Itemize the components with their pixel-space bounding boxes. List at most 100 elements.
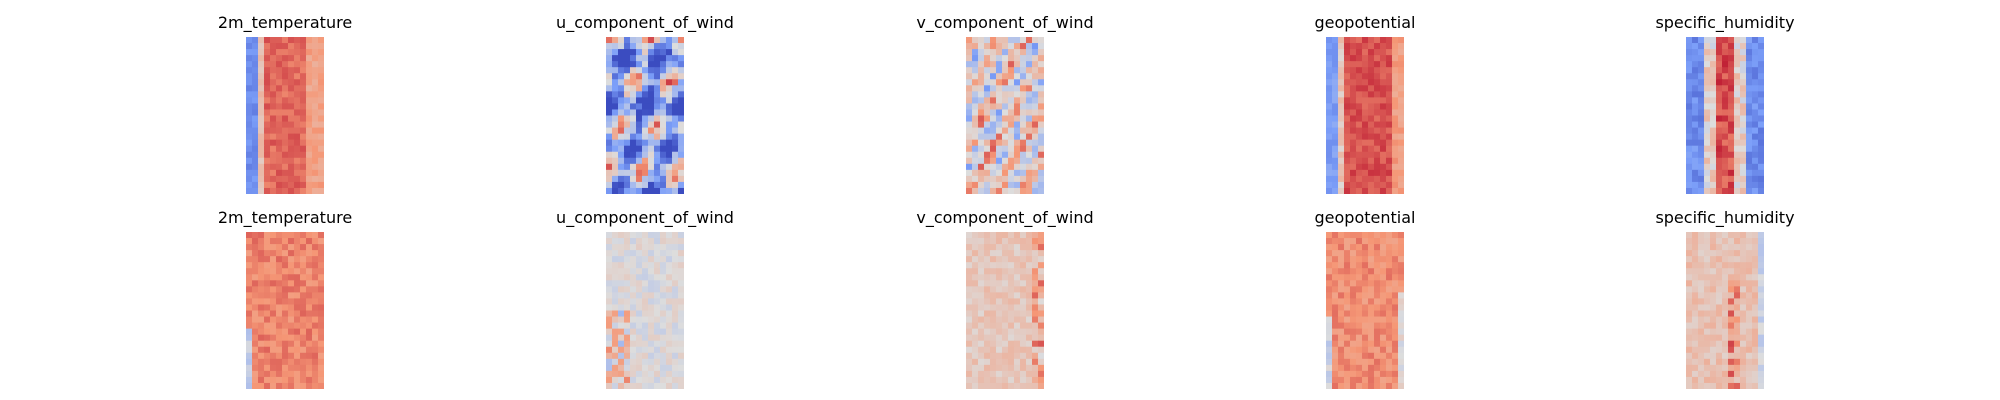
heatmap-cell [978,232,985,239]
heatmap-cell [1698,121,1705,129]
heatmap-cell [678,139,684,147]
heatmap-cell [648,262,655,269]
heatmap-cell [654,157,661,165]
heatmap-cell [1356,85,1363,92]
heatmap-cell [1008,109,1015,116]
heatmap-cell [1734,145,1741,153]
heatmap-cell [990,49,997,56]
heatmap-cell [276,382,283,389]
heatmap-cell [1686,67,1693,74]
heatmap-cell [978,322,985,330]
heatmap-cell [1362,73,1369,80]
heatmap-cell [624,37,631,44]
heatmap-cell [672,85,679,92]
heatmap-cell [1374,85,1381,92]
heatmap-cell [264,244,271,251]
heatmap-cell [276,79,283,86]
heatmap-cell [672,340,679,348]
heatmap-cell [1002,376,1009,384]
heatmap-cell [648,97,655,104]
heatmap-cell [630,358,637,366]
heatmap-cell [1740,286,1747,293]
heatmap-cell [1338,97,1345,104]
heatmap-cell [1020,85,1027,92]
heatmap-cell [1704,55,1711,62]
heatmap-cell [282,187,289,194]
heatmap-cell [1722,268,1729,275]
heatmap-cell [1398,250,1404,257]
heatmap-cell [1704,352,1711,360]
heatmap-cell [1014,103,1021,110]
heatmap-cell [612,55,619,62]
heatmap-cell [1332,262,1339,269]
heatmap-cell [648,238,655,245]
heatmap-cell [1758,304,1764,311]
heatmap-cell [642,316,649,324]
heatmap-cell [990,238,997,245]
heatmap-cell [672,358,679,366]
heatmap-cell [1362,268,1369,275]
heatmap-cell [1386,49,1393,56]
heatmap-cell [1740,244,1747,251]
heatmap-cell [1350,238,1357,245]
heatmap-cell [1758,109,1764,116]
heatmap-cell [606,244,613,251]
heatmap-cell [282,280,289,287]
heatmap-cell [300,109,307,116]
heatmap-cell [996,169,1003,177]
heatmap-cell [270,280,277,287]
heatmap-cell [654,121,661,129]
heatmap-cell [996,280,1003,287]
heatmap-cell [270,250,277,257]
heatmap-cell [1698,187,1705,194]
heatmap-cell [246,244,253,251]
heatmap-cell [270,316,277,324]
heatmap-cell [996,292,1003,299]
heatmap-cell [1722,244,1729,251]
heatmap-cell [996,382,1003,389]
heatmap-cell [648,316,655,324]
heatmap-cell [1020,145,1027,153]
heatmap-cell [990,43,997,50]
heatmap-cell [1392,127,1399,135]
heatmap-cell [1332,292,1339,299]
heatmap-cell [990,382,997,389]
heatmap-cell [1326,79,1333,86]
heatmap-cell [264,238,271,245]
heatmap-cell [966,262,973,269]
heatmap-cell [1374,115,1381,123]
heatmap-cell [1728,151,1735,159]
heatmap-cell [1698,364,1705,372]
heatmap-cell [1746,364,1753,372]
heatmap-cell [1008,262,1015,269]
heatmap-cell [1026,286,1033,293]
heatmap-cell [1026,346,1033,354]
heatmap-cell [258,121,265,129]
heatmap-cell [1752,115,1759,123]
heatmap-cell [1698,370,1705,378]
heatmap-cell [1716,382,1723,389]
heatmap-cell [660,334,667,342]
heatmap-cell [984,250,991,257]
heatmap-cell [306,61,313,68]
heatmap-cell [1392,103,1399,110]
heatmap-cell [1362,232,1369,239]
heatmap-cell [630,364,637,372]
heatmap-cell [1392,382,1399,389]
heatmap-cell [978,334,985,342]
heatmap-cell [1752,298,1759,305]
heatmap-cell [642,37,649,44]
heatmap-cell [996,352,1003,360]
heatmap-cell [1704,61,1711,68]
heatmap-cell [636,262,643,269]
heatmap-cell [1026,304,1033,311]
heatmap-cell [288,49,295,56]
heatmap-cell [288,286,295,293]
heatmap-cell [1032,352,1039,360]
heatmap-cell [1386,340,1393,348]
heatmap-cell [300,151,307,159]
heatmap-cell [1728,175,1735,183]
heatmap-cell [642,322,649,330]
heatmap-cell [300,49,307,56]
heatmap-cell [1338,145,1345,153]
